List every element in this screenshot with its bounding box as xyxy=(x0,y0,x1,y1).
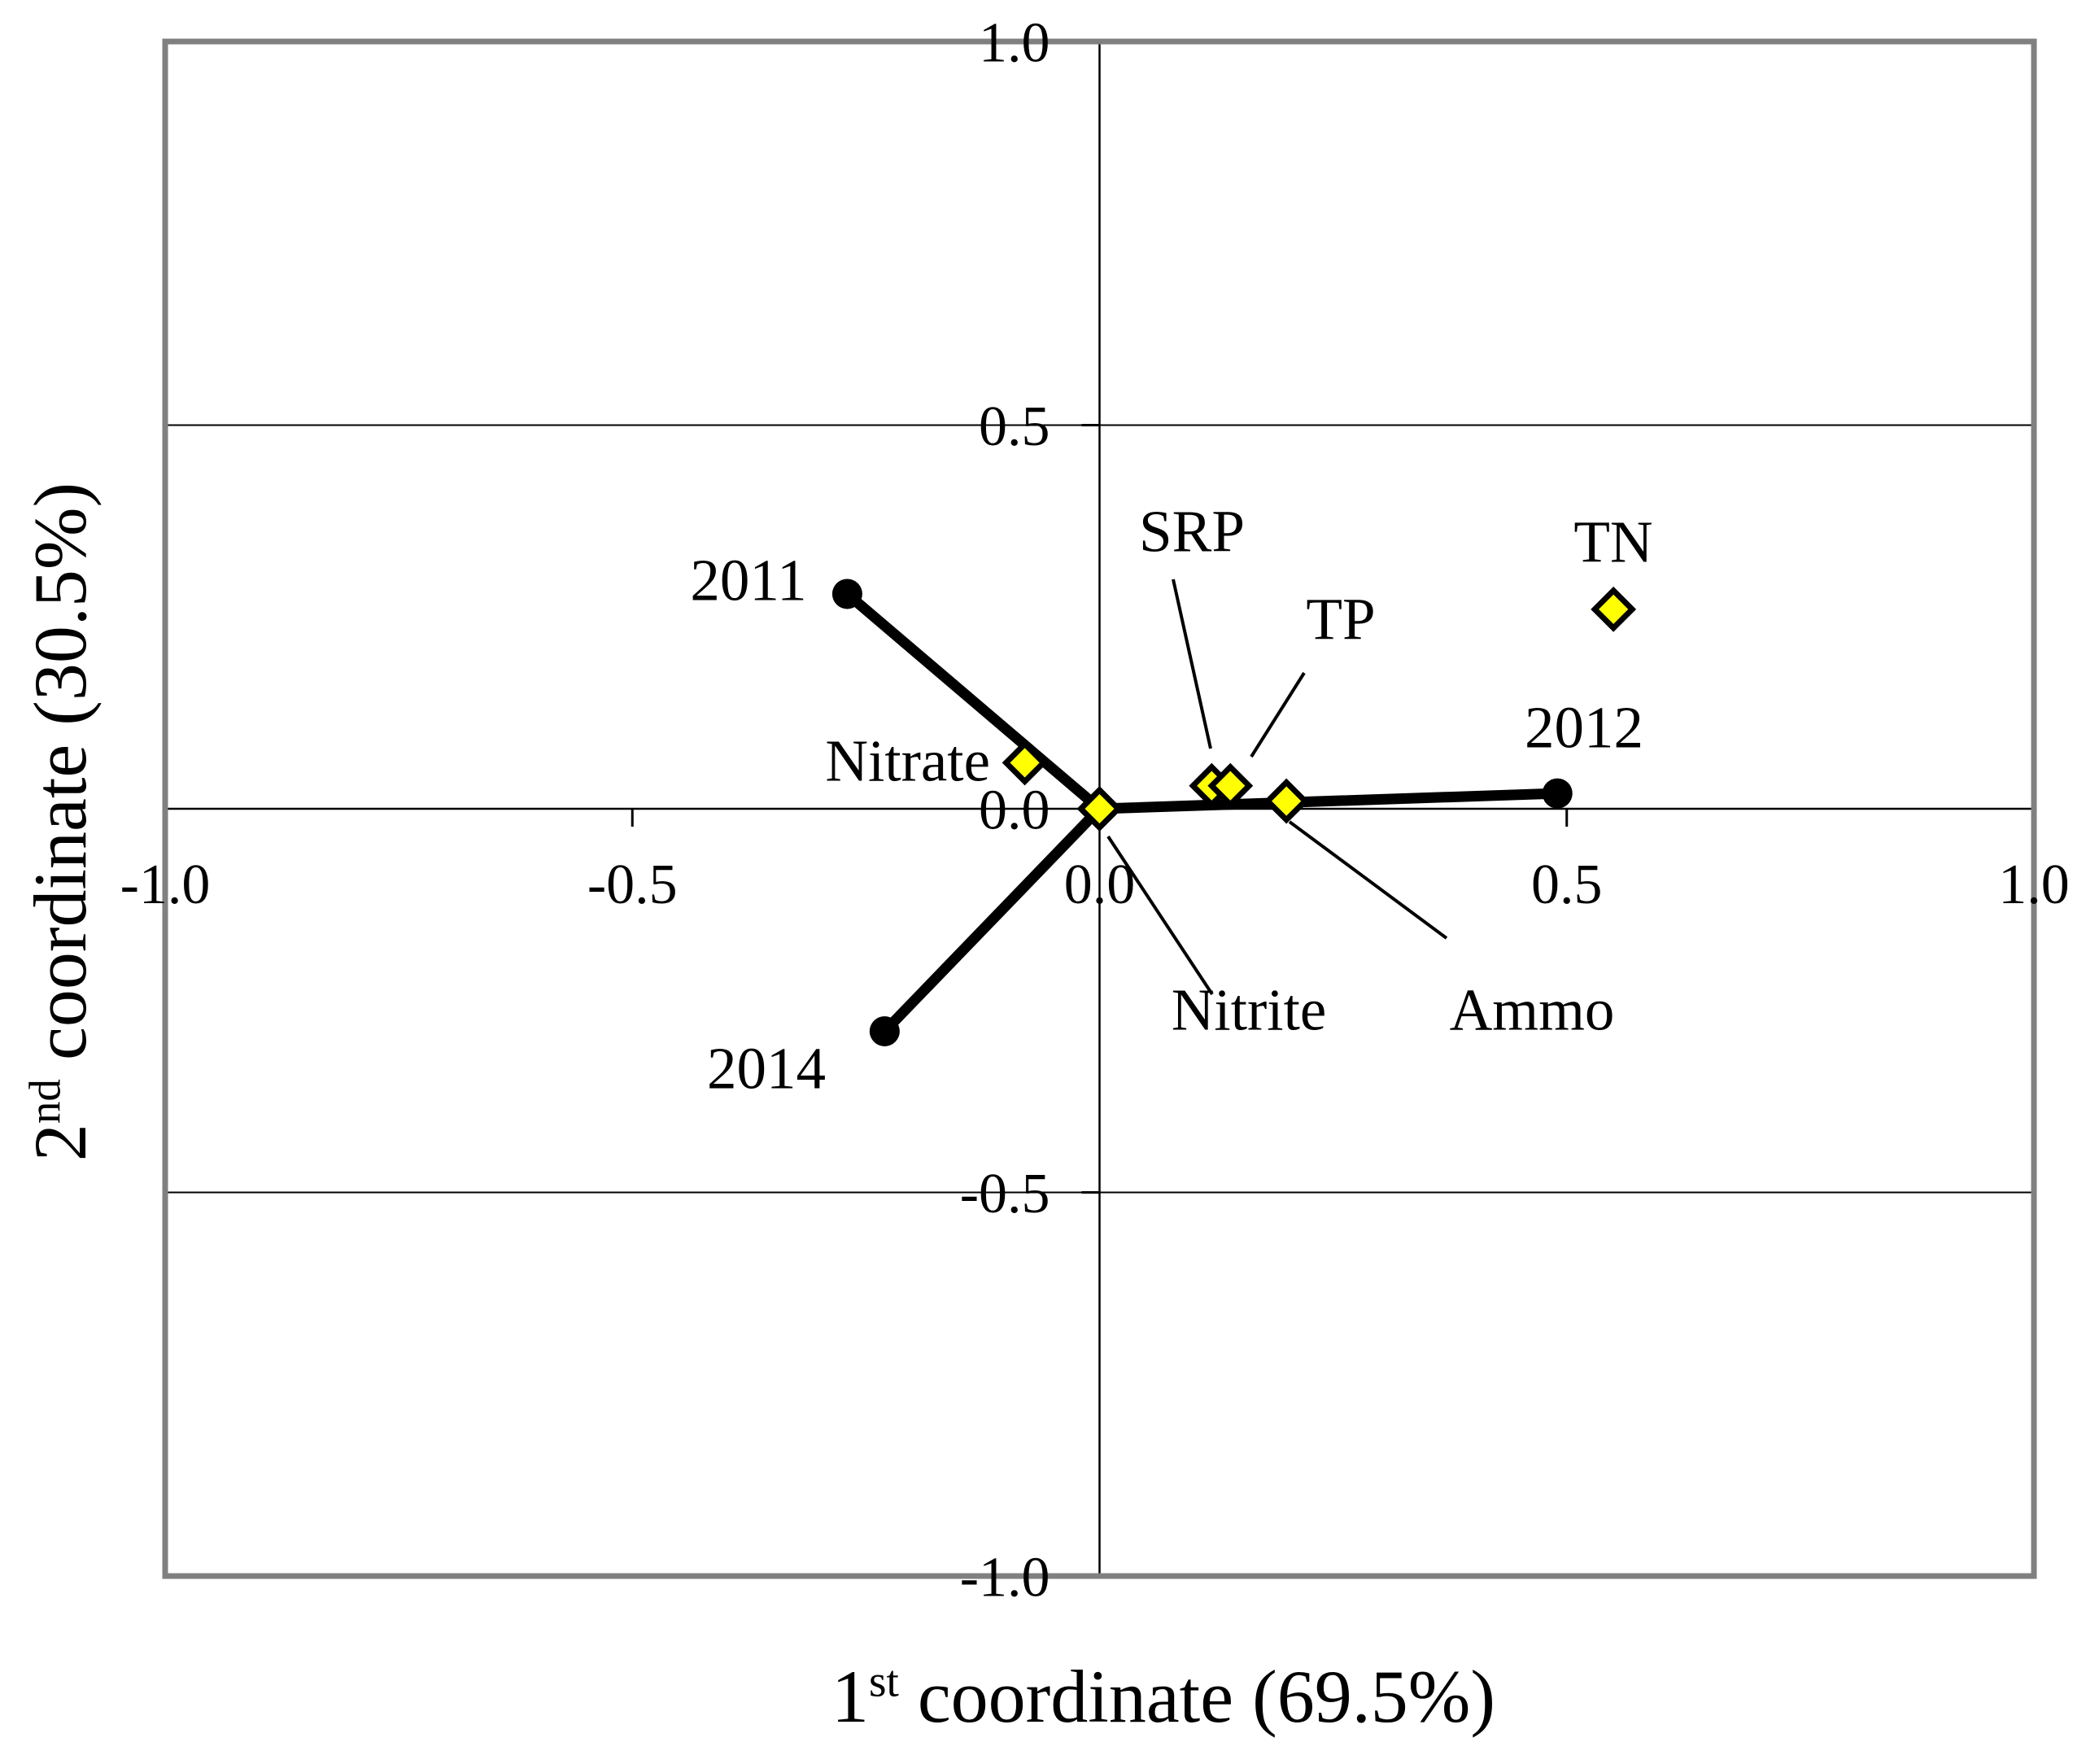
origin-connector-line-2011 xyxy=(841,588,1105,814)
leader-line-ammo xyxy=(1288,820,1448,940)
y-tick-label: -1.0 xyxy=(960,1547,1050,1609)
point-label-srp: SRP xyxy=(1139,499,1245,565)
point-label-2012: 2012 xyxy=(1525,695,1643,761)
origin-connector-line-2014 xyxy=(879,803,1105,1037)
x-axis-title-prefix: 1 xyxy=(831,1655,870,1738)
point-label-tp: TP xyxy=(1306,587,1375,653)
origin-connector-line-2012 xyxy=(1094,788,1563,814)
series-lines-group xyxy=(841,588,1563,1037)
leader-lines-group xyxy=(1106,579,1448,996)
nutrient-diamond-marker-tn xyxy=(1591,586,1637,632)
plot-border-group xyxy=(162,38,2037,1579)
year-point-marker-2011 xyxy=(831,579,862,609)
x-tick-label: 0.5 xyxy=(1531,854,1603,916)
point-label-tn: TN xyxy=(1573,509,1652,575)
x-axis-title-rest: coordinate (69.5%) xyxy=(898,1655,1495,1738)
y-axis-title-rest: coordinate (30.5%) xyxy=(19,482,102,1079)
y-tick-label: 0.5 xyxy=(979,395,1050,458)
year-point-marker-2012 xyxy=(1542,778,1573,809)
x-tick-label: 1.0 xyxy=(1998,854,2070,916)
tick-labels-group: -1.0 -0.5 0.0 0.5 1.0 1.0 0.5 0.0 -0.5 -1.0 xyxy=(120,12,2070,1609)
y-axis-title-prefix: 2 xyxy=(19,1124,102,1162)
nutrient-diamond-marker-nitrite xyxy=(1076,786,1123,832)
y-axis-title-ordinal-suffix: nd xyxy=(20,1078,70,1124)
leader-line-nitrite xyxy=(1106,835,1214,996)
leader-line-srp xyxy=(1172,579,1212,749)
x-axis-title-ordinal-suffix: st xyxy=(869,1656,899,1706)
point-label-nitrite: Nitrite xyxy=(1172,977,1327,1043)
nutrient-diamond-marker-tp xyxy=(1207,762,1254,809)
x-tick-label: -1.0 xyxy=(120,854,211,916)
y-tick-label: 0.0 xyxy=(979,779,1050,842)
point-label-2011: 2011 xyxy=(690,548,806,613)
x-tick-label: 0.0 xyxy=(1064,854,1136,916)
point-label-2014: 2014 xyxy=(707,1036,826,1102)
point-label-nitrate: Nitrate xyxy=(825,728,990,794)
x-tick-label: -0.5 xyxy=(587,854,678,916)
year-point-marker-2014 xyxy=(869,1015,900,1046)
nutrient-diamond-marker-ammo xyxy=(1263,778,1310,824)
plot-border xyxy=(162,38,2037,1579)
y-axis-title: 2nd coordinate (30.5%) xyxy=(17,482,103,1161)
point-labels-group: 2011 2012 2014 Nitrate Nitrite SRP TP Ammo TN xyxy=(690,499,1652,1102)
markers-group xyxy=(831,579,1637,1046)
point-label-ammo: Ammo xyxy=(1450,977,1615,1043)
nutrient-diamond-marker-nitrate xyxy=(1002,740,1048,786)
leader-line-tp xyxy=(1250,671,1306,758)
x-axis-title: 1st coordinate (69.5%) xyxy=(831,1653,1495,1740)
y-tick-label: -0.5 xyxy=(960,1163,1050,1225)
y-tick-label: 1.0 xyxy=(979,12,1050,75)
